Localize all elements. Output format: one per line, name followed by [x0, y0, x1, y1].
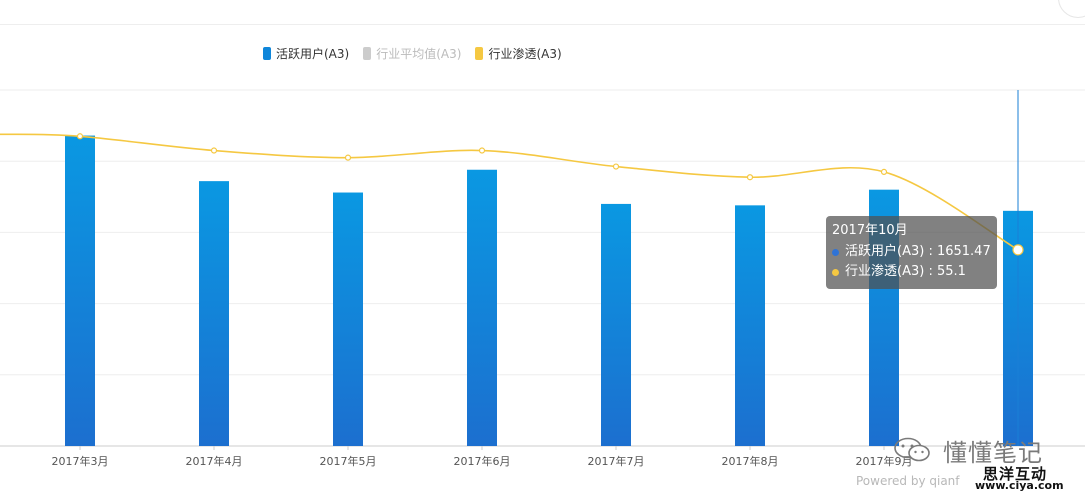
- line-point-7: [1012, 244, 1024, 256]
- bar-1: [199, 181, 229, 447]
- line-point-3: [478, 147, 486, 154]
- line-point-4: [612, 163, 620, 170]
- tooltip-dot-penetration: [832, 268, 839, 276]
- line-point-6: [880, 168, 888, 175]
- bar-5: [735, 205, 765, 446]
- x-tick-label-2: 2017年5月: [320, 454, 377, 468]
- watermark-title: 懂懂笔记: [943, 439, 1043, 467]
- bar-3: [467, 169, 497, 446]
- watermark-url: www.ciya.com: [975, 479, 1064, 492]
- x-tick-label-1: 2017年4月: [186, 454, 243, 468]
- tooltip-dot-active-users: [832, 248, 839, 256]
- chart-tooltip: 2017年10月 活跃用户(A3) : 1651.47 行业渗透(A3) : 5…: [826, 216, 997, 289]
- tooltip-row-active-users: 活跃用户(A3) : 1651.47: [832, 242, 991, 262]
- tooltip-title: 2017年10月: [832, 223, 908, 238]
- tooltip-row-penetration: 行业渗透(A3) : 55.1: [832, 262, 991, 282]
- chart-legend: 活跃用户(A3) 行业平均值(A3) 行业渗透(A3): [263, 45, 562, 62]
- legend-label-2: 行业渗透(A3): [488, 47, 562, 61]
- bar-2: [333, 192, 363, 446]
- x-tick-label-5: 2017年8月: [722, 454, 779, 468]
- legend-item-0[interactable]: 活跃用户(A3): [263, 45, 349, 62]
- tooltip-text-active-users: 活跃用户(A3) : 1651.47: [845, 244, 991, 259]
- watermark: 懂懂笔记 思洋互动 www.ciya.com: [893, 433, 1083, 499]
- legend-item-2[interactable]: 行业渗透(A3): [475, 45, 562, 62]
- line-point-1: [210, 147, 218, 154]
- tooltip-text-penetration: 行业渗透(A3) : 55.1: [845, 264, 966, 279]
- x-tick-label-0: 2017年3月: [52, 454, 109, 468]
- legend-swatch-2: [475, 47, 484, 60]
- watermark-brand: 思洋互动: [983, 465, 1048, 483]
- line-point-2: [344, 154, 352, 161]
- x-tick-label-6: 2017年9月: [856, 454, 913, 468]
- legend-label-0: 活跃用户(A3): [276, 47, 350, 61]
- legend-swatch-0: [263, 47, 271, 60]
- bar-0: [65, 135, 95, 446]
- line-point-5: [746, 174, 754, 181]
- legend-item-1[interactable]: 行业平均值(A3): [363, 45, 461, 62]
- legend-label-1: 行业平均值(A3): [376, 47, 462, 61]
- wechat-icon: [894, 437, 930, 462]
- top-border: [0, 24, 1085, 25]
- x-tick-label-3: 2017年6月: [454, 454, 511, 468]
- x-tick-label-4: 2017年7月: [588, 454, 645, 468]
- bar-4: [601, 203, 631, 446]
- penetration-line: [0, 133, 1019, 251]
- legend-swatch-1: [363, 47, 372, 60]
- line-point-0: [76, 133, 84, 140]
- powered-by-text: Powered by qianf: [856, 474, 960, 488]
